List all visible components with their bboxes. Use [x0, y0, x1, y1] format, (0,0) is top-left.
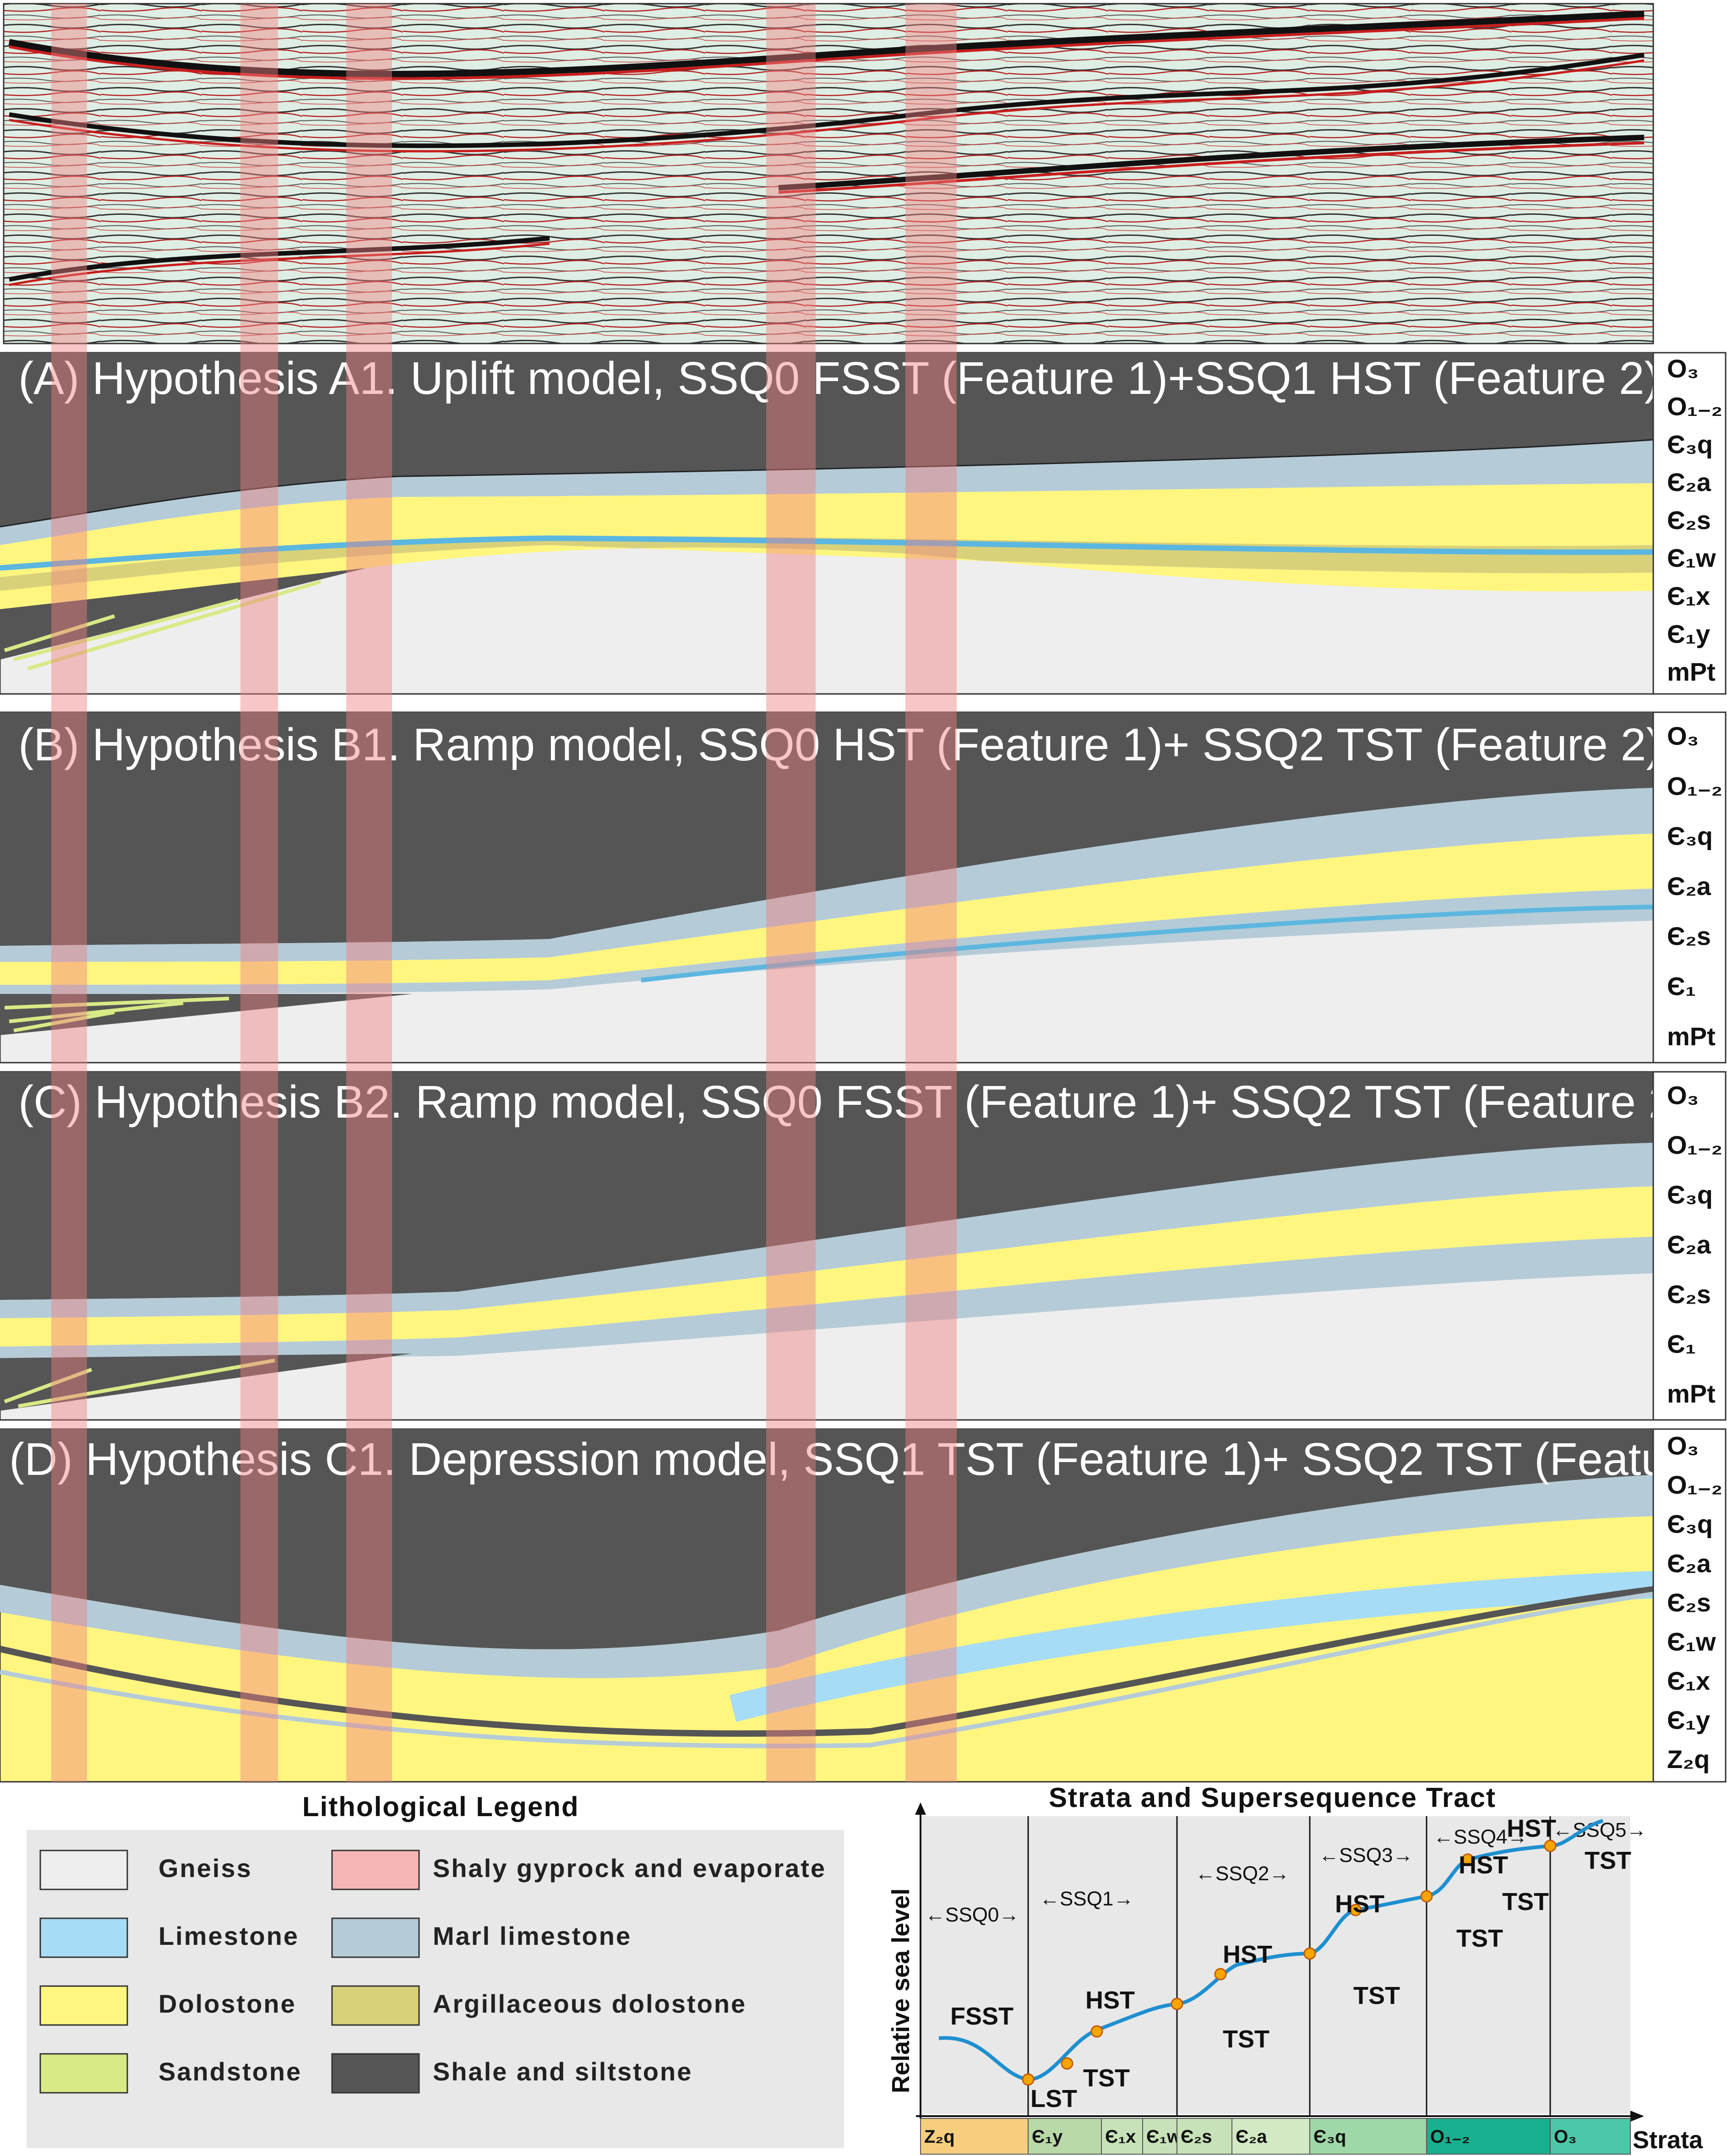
lithological-legend: Lithological Legend Gneiss Limestone Dolos… [27, 1791, 844, 2148]
legend-swatch [331, 1985, 420, 2026]
legend-swatch [39, 2053, 128, 2094]
strata-label: Є₃q [1667, 1180, 1713, 1209]
legend-label: Gneiss [158, 1854, 252, 1883]
strata-bar-label: Є₁w [1146, 2127, 1182, 2147]
strata-label: Є₁x [1667, 1666, 1710, 1695]
panel-b-title: (B) Hypothesis B1. Ramp model, SSQ0 HST … [18, 719, 1662, 770]
legend-label: Shaly gyprock and evaporate [433, 1854, 826, 1883]
legend-label: Shale and siltstone [433, 2057, 692, 2086]
seismic-section [3, 3, 1654, 344]
tract-label: TST [1456, 1925, 1503, 1952]
tract-label: TST [1223, 2025, 1269, 2053]
ssq-label: ←SSQ2→ [1195, 1862, 1289, 1885]
strata-label: O₁₋₂ [1667, 1470, 1722, 1499]
sea-level-diagram: Strata and Supersequence Tract Relative … [887, 1782, 1703, 2155]
strata-label: Є₁w [1667, 544, 1716, 573]
legend-swatch [39, 1917, 128, 1958]
strata-bar-label: Є₂a [1236, 2127, 1267, 2147]
panel-d: (D) Hypothesis C1. Depression model, SSQ… [0, 1428, 1727, 1783]
strata-bar-cell [1231, 2118, 1310, 2155]
strata-bar-label: Є₁x [1105, 2127, 1136, 2147]
tract-label: HST [1085, 1987, 1135, 2014]
strata-label: O₃ [1667, 1431, 1699, 1460]
y-axis-label: Relative sea level [887, 1889, 915, 2093]
strata-bar-label: O₃ [1554, 2127, 1577, 2147]
sequence-title: Strata and Supersequence Tract [1049, 1782, 1496, 1813]
strata-bar-label: Є₂s [1181, 2127, 1212, 2147]
strata-label: Є₂s [1667, 922, 1711, 950]
strata-label: Є₁w [1667, 1627, 1716, 1656]
strata-label: O₃ [1667, 354, 1699, 383]
strata-label: Є₁y [1667, 619, 1710, 648]
tract-label: TST [1502, 1888, 1549, 1916]
panel-c: (C) Hypothesis B2. Ramp model, SSQ0 FSST… [0, 1071, 1689, 1421]
strata-label: Є₃q [1667, 822, 1713, 851]
strata-label: Є₂s [1667, 1280, 1711, 1309]
strata-label: O₁₋₂ [1667, 392, 1722, 421]
ssq-label: ←SSQ0→ [925, 1904, 1019, 1926]
strata-bar-label: Є₃q [1313, 2127, 1346, 2147]
strata-label: Є₁ [1667, 1329, 1696, 1358]
strata-label: Є₁x [1667, 581, 1710, 610]
strata-label: Є₂a [1667, 1549, 1711, 1577]
strata-label: O₁₋₂ [1667, 771, 1722, 800]
strata-label: Є₂s [1667, 1588, 1711, 1617]
legend-label: Limestone [158, 1921, 299, 1950]
tract-label: TST [1353, 1982, 1400, 2009]
legend-swatch [39, 1985, 128, 2026]
panel-a: (A) Hypothesis A1. Uplift model, SSQ0 FS… [0, 352, 1660, 695]
panel-a-title: (A) Hypothesis A1. Uplift model, SSQ0 FS… [18, 353, 1660, 404]
strata-bar-label: Є₁y [1032, 2127, 1063, 2147]
strata-label: O₃ [1667, 1081, 1699, 1110]
strata-label: mPt [1667, 657, 1716, 686]
strata-label: Є₃q [1667, 430, 1713, 458]
strata-label: Є₂s [1667, 506, 1711, 535]
legend-label: Sandstone [158, 2057, 302, 2086]
strata-bar-cell [920, 2118, 1029, 2155]
tract-label: HST [1223, 1941, 1272, 1968]
ssq-label: ←SSQ1→ [1040, 1888, 1133, 1910]
strata-label: Є₃q [1667, 1510, 1713, 1539]
ssq-label: ←SSQ3→ [1319, 1844, 1413, 1867]
tract-label: HST [1459, 1851, 1508, 1879]
strata-columns: O₃ O₁₋₂ Є₃q Є₂a Є₂s Є₁w Є₁x Є₁y mPt O₃ O₁₋₂ Є₃q Є₂a Є… [1652, 352, 1727, 1783]
tract-label: TST [1585, 1847, 1631, 1874]
legend-swatch [39, 1850, 128, 1890]
strata-label: Є₁y [1667, 1706, 1710, 1735]
strata-bar-cell [1028, 2118, 1102, 2155]
ssq-label: ←SSQ4→ [1433, 1826, 1527, 1848]
legend-label: Argillaceous dolostone [433, 1989, 746, 2018]
gyprock-bands [51, 4, 957, 1782]
strata-bar-label: Z₂q [924, 2127, 955, 2147]
panel-b: (B) Hypothesis B1. Ramp model, SSQ0 HST … [0, 711, 1662, 1064]
tract-label: HST [1507, 1815, 1556, 1842]
strata-label: Є₂a [1667, 468, 1711, 497]
tract-label: HST [1335, 1890, 1384, 1918]
strata-label: mPt [1667, 1022, 1716, 1051]
legend-swatch [331, 2053, 420, 2094]
panel-c-title: (C) Hypothesis B2. Ramp model, SSQ0 FSST… [18, 1076, 1689, 1128]
strata-label: O₁₋₂ [1667, 1130, 1722, 1159]
tract-label: TST [1083, 2064, 1130, 2092]
strata-label: Z₂q [1667, 1745, 1710, 1774]
strata-label: mPt [1667, 1379, 1716, 1408]
panel-d-title: (D) Hypothesis C1. Depression model, SSQ… [9, 1434, 1727, 1485]
legend-swatch [331, 1850, 420, 1890]
legend-label: Marl limestone [433, 1921, 632, 1950]
strata-label: Є₁ [1667, 972, 1696, 1000]
strata-bar-label: O₁₋₂ [1430, 2127, 1470, 2147]
legend-label: Dolostone [158, 1989, 296, 2018]
tract-label: FSST [950, 2003, 1013, 2030]
legend-title: Lithological Legend [302, 1791, 579, 1822]
tract-label: LST [1030, 2085, 1077, 2112]
strata-bar-cell [1550, 2118, 1631, 2155]
strata-label: Є₂a [1667, 872, 1711, 901]
strata-label: O₃ [1667, 721, 1699, 750]
strata-label: Є₂a [1667, 1230, 1711, 1259]
x-axis-label: Strata [1633, 2126, 1703, 2154]
strata-bar-cell [1426, 2118, 1551, 2155]
legend-swatch [331, 1917, 420, 1958]
strata-bar-cell [1309, 2118, 1427, 2155]
